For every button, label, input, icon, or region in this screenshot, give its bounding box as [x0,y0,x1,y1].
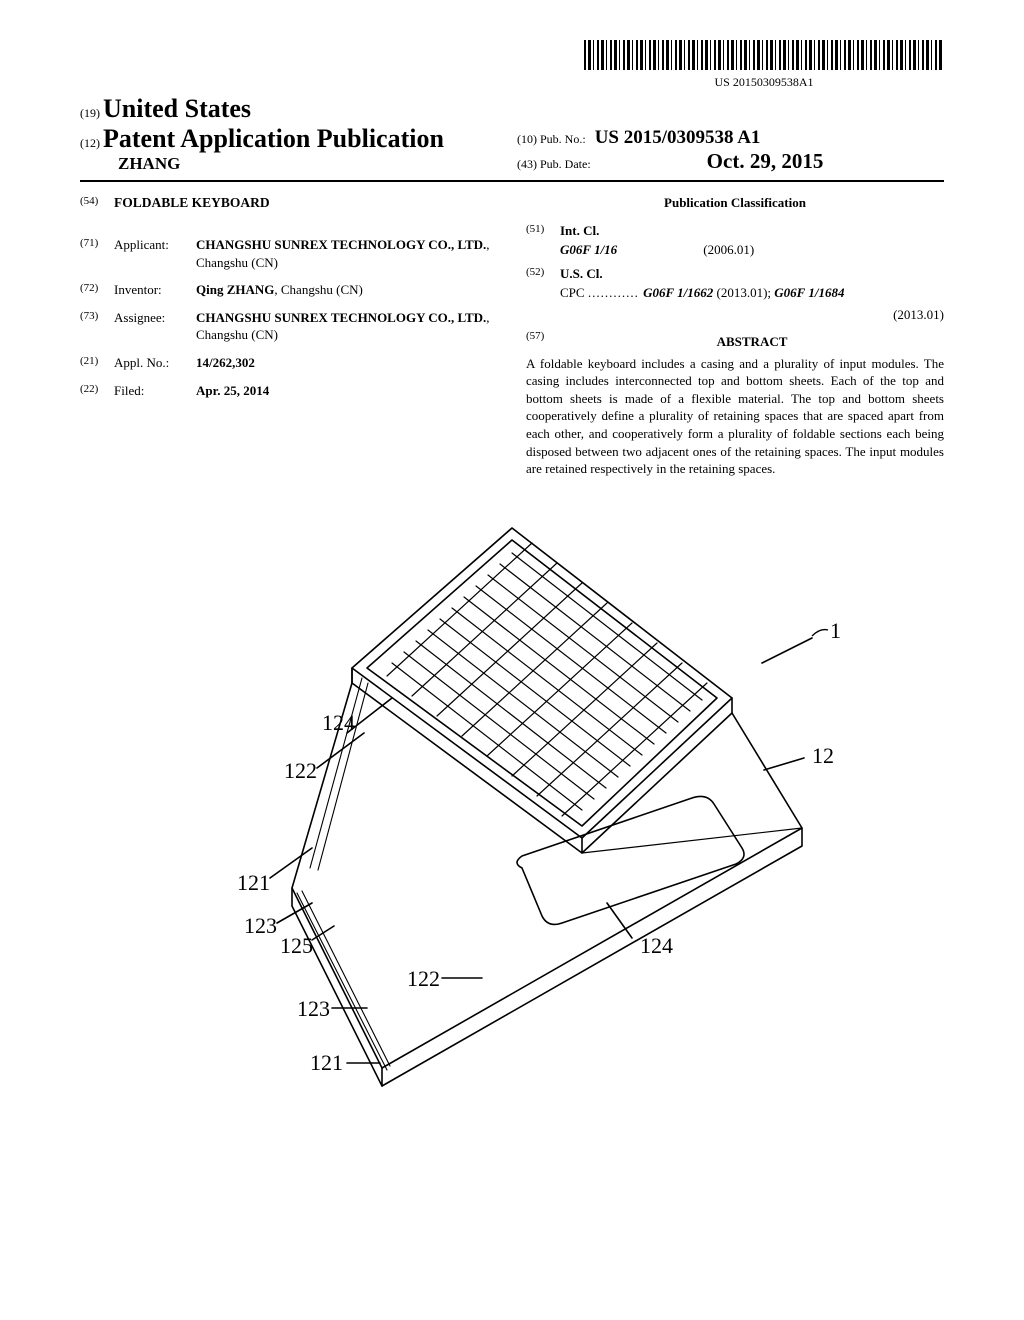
ref-1: 1 [830,618,841,643]
patent-page: US 20150309538A1 (19) United States (12)… [0,0,1024,1173]
barcode-graphic [584,40,944,70]
uscl-row: (52) U.S. Cl. [526,265,944,283]
biblio-columns: (54) FOLDABLE KEYBOARD (71) Applicant: C… [80,194,944,478]
cpc2: G06F 1/1684 [774,285,844,300]
cpc1-date: (2013.01); [717,285,772,300]
pubdate-label: Pub. Date: [540,157,591,171]
invention-title: FOLDABLE KEYBOARD [114,194,270,212]
right-column: Publication Classification (51) Int. Cl.… [526,194,944,478]
inventor-value: Qing ZHANG, Changshu (CN) [196,281,498,299]
inventor-row: (72) Inventor: Qing ZHANG, Changshu (CN) [80,281,498,299]
intcl-date: (2006.01) [703,242,754,257]
applno-row: (21) Appl. No.: 14/262,302 [80,354,498,372]
assignee-value: CHANGSHU SUNREX TECHNOLOGY CO., LTD., Ch… [196,309,498,344]
field-label: Appl. No.: [114,354,196,372]
classification-heading: Publication Classification [526,194,944,212]
uscl-label: U.S. Cl. [560,265,603,283]
intcl-value-row: G06F 1/16 (2006.01) [526,241,944,259]
intcl-symbol: G06F 1/16 [560,241,700,259]
field-label: Filed: [114,382,196,400]
cpc-prefix: CPC [560,285,585,300]
intcl-label: Int. Cl. [560,222,599,240]
pubdate-value: Oct. 29, 2015 [707,149,824,173]
header: (19) United States (12) Patent Applicati… [80,94,944,182]
figure: 1 12 124 122 121 123 125 123 121 122 124 [80,508,944,1133]
kind-code: (12) [80,136,100,150]
field-code: (21) [80,354,114,372]
ref-121a: 121 [237,870,270,895]
ref-123a: 123 [244,913,277,938]
author-name: ZHANG [80,154,507,174]
kind-text: Patent Application Publication [103,124,444,153]
field-code: (73) [80,309,114,344]
ref-123b: 123 [297,996,330,1021]
header-left: (19) United States (12) Patent Applicati… [80,94,507,174]
cpc-row: CPC ............ G06F 1/1662 (2013.01); … [526,284,944,302]
abstract-title: ABSTRACT [560,333,944,351]
patent-drawing: 1 12 124 122 121 123 125 123 121 122 124 [162,508,862,1128]
applicant-name: CHANGSHU SUNREX TECHNOLOGY CO., LTD. [196,237,486,252]
applno-value: 14/262,302 [196,354,498,372]
abstract-heading-row: (57) ABSTRACT [526,329,944,355]
filed-value: Apr. 25, 2014 [196,382,498,400]
abstract-text: A foldable keyboard includes a casing an… [526,355,944,478]
filed-row: (22) Filed: Apr. 25, 2014 [80,382,498,400]
cpc1: G06F 1/1662 [643,285,713,300]
header-right: (10) Pub. No.: US 2015/0309538 A1 (43) P… [507,127,944,174]
field-code: (52) [526,265,560,283]
field-code: (71) [80,236,114,271]
title-row: (54) FOLDABLE KEYBOARD [80,194,498,226]
barcode-number: US 20150309538A1 [584,75,944,90]
ref-122b: 122 [407,966,440,991]
country-line: (19) United States [80,94,507,124]
ref-124a: 124 [322,710,355,735]
field-code: (54) [80,194,114,226]
applicant-row: (71) Applicant: CHANGSHU SUNREX TECHNOLO… [80,236,498,271]
abstract-code: (57) [526,329,560,355]
assignee-name: CHANGSHU SUNREX TECHNOLOGY CO., LTD. [196,310,486,325]
ref-12: 12 [812,743,834,768]
inventor-loc: , Changshu (CN) [274,282,362,297]
ref-125: 125 [280,933,313,958]
field-code: (72) [80,281,114,299]
ref-121b: 121 [310,1050,343,1075]
kind-line: (12) Patent Application Publication [80,124,507,154]
ref-124b: 124 [640,933,673,958]
barcode-region: US 20150309538A1 [80,40,944,90]
field-code: (51) [526,222,560,240]
pubdate-code: (43) [517,157,537,171]
assignee-row: (73) Assignee: CHANGSHU SUNREX TECHNOLOG… [80,309,498,344]
pubno-value: US 2015/0309538 A1 [595,127,761,148]
inventor-name: Qing ZHANG [196,282,274,297]
country-name: United States [103,94,251,123]
cpc2-date: (2013.01) [526,306,944,324]
left-column: (54) FOLDABLE KEYBOARD (71) Applicant: C… [80,194,498,478]
applicant-value: CHANGSHU SUNREX TECHNOLOGY CO., LTD., Ch… [196,236,498,271]
ref-122a: 122 [284,758,317,783]
pubno-line: (10) Pub. No.: US 2015/0309538 A1 [517,127,944,149]
field-label: Assignee: [114,309,196,344]
dots: ............ [588,285,643,300]
pubno-label: Pub. No.: [540,132,586,146]
pubno-code: (10) [517,132,537,146]
intcl-row: (51) Int. Cl. [526,222,944,240]
field-code: (22) [80,382,114,400]
field-label: Inventor: [114,281,196,299]
pubdate-line: (43) Pub. Date: Oct. 29, 2015 [517,149,944,174]
country-code: (19) [80,106,100,120]
field-label: Applicant: [114,236,196,271]
